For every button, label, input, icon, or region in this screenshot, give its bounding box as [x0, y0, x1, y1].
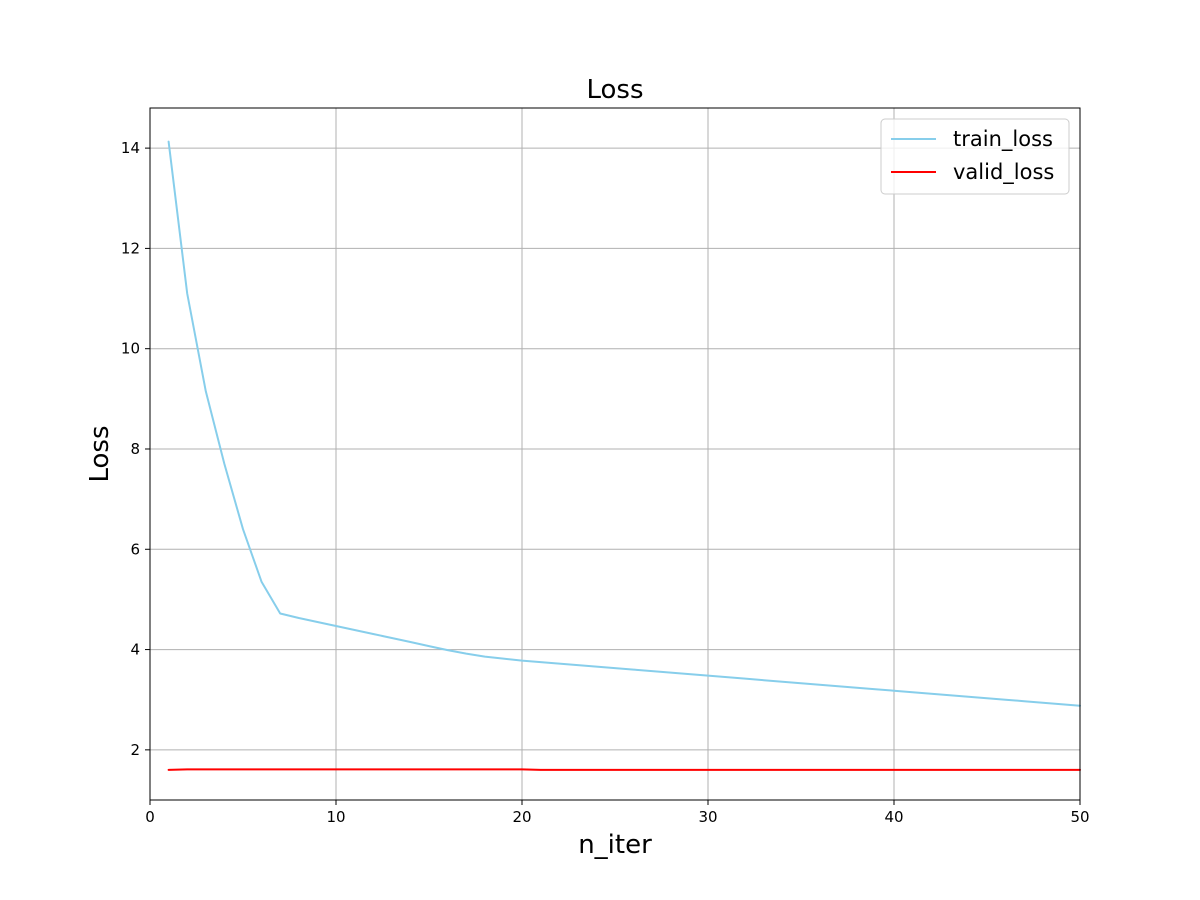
y-tick-label: 12: [121, 239, 140, 257]
legend-label-valid-loss: valid_loss: [953, 160, 1054, 185]
y-tick-label: 14: [121, 139, 140, 157]
plot-series: [167, 140, 1081, 771]
x-axis-label: n_iter: [578, 830, 652, 860]
legend-label-train-loss: train_loss: [953, 127, 1053, 152]
y-tick-label: 2: [130, 741, 140, 759]
x-tick-label: 40: [884, 808, 903, 826]
x-tick-label: 50: [1070, 808, 1089, 826]
series-line-valid-loss: [167, 768, 1081, 771]
plot-frame: [149, 107, 1081, 801]
series-line-train-loss: [167, 140, 1081, 707]
axis-ticks: 0 10 20 30 40 50 2 4 6 8 10 12 14: [121, 139, 1090, 826]
y-tick-label: 8: [130, 440, 140, 458]
x-tick-label: 10: [326, 808, 345, 826]
grid-lines: [149, 108, 1081, 800]
x-tick-label: 20: [512, 808, 531, 826]
y-tick-label: 4: [130, 641, 140, 659]
x-tick-label: 0: [145, 808, 155, 826]
y-tick-label: 6: [130, 540, 140, 558]
chart-title: Loss: [586, 75, 643, 105]
y-axis-label: Loss: [85, 425, 115, 482]
y-tick-label: 10: [121, 340, 140, 358]
legend: train_loss valid_loss: [880, 118, 1070, 195]
legend-box: [880, 118, 1070, 195]
x-tick-label: 30: [698, 808, 717, 826]
